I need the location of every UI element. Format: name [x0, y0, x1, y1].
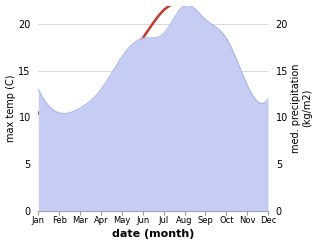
Y-axis label: max temp (C): max temp (C) — [5, 74, 16, 142]
X-axis label: date (month): date (month) — [112, 230, 194, 239]
Y-axis label: med. precipitation
(kg/m2): med. precipitation (kg/m2) — [291, 63, 313, 153]
